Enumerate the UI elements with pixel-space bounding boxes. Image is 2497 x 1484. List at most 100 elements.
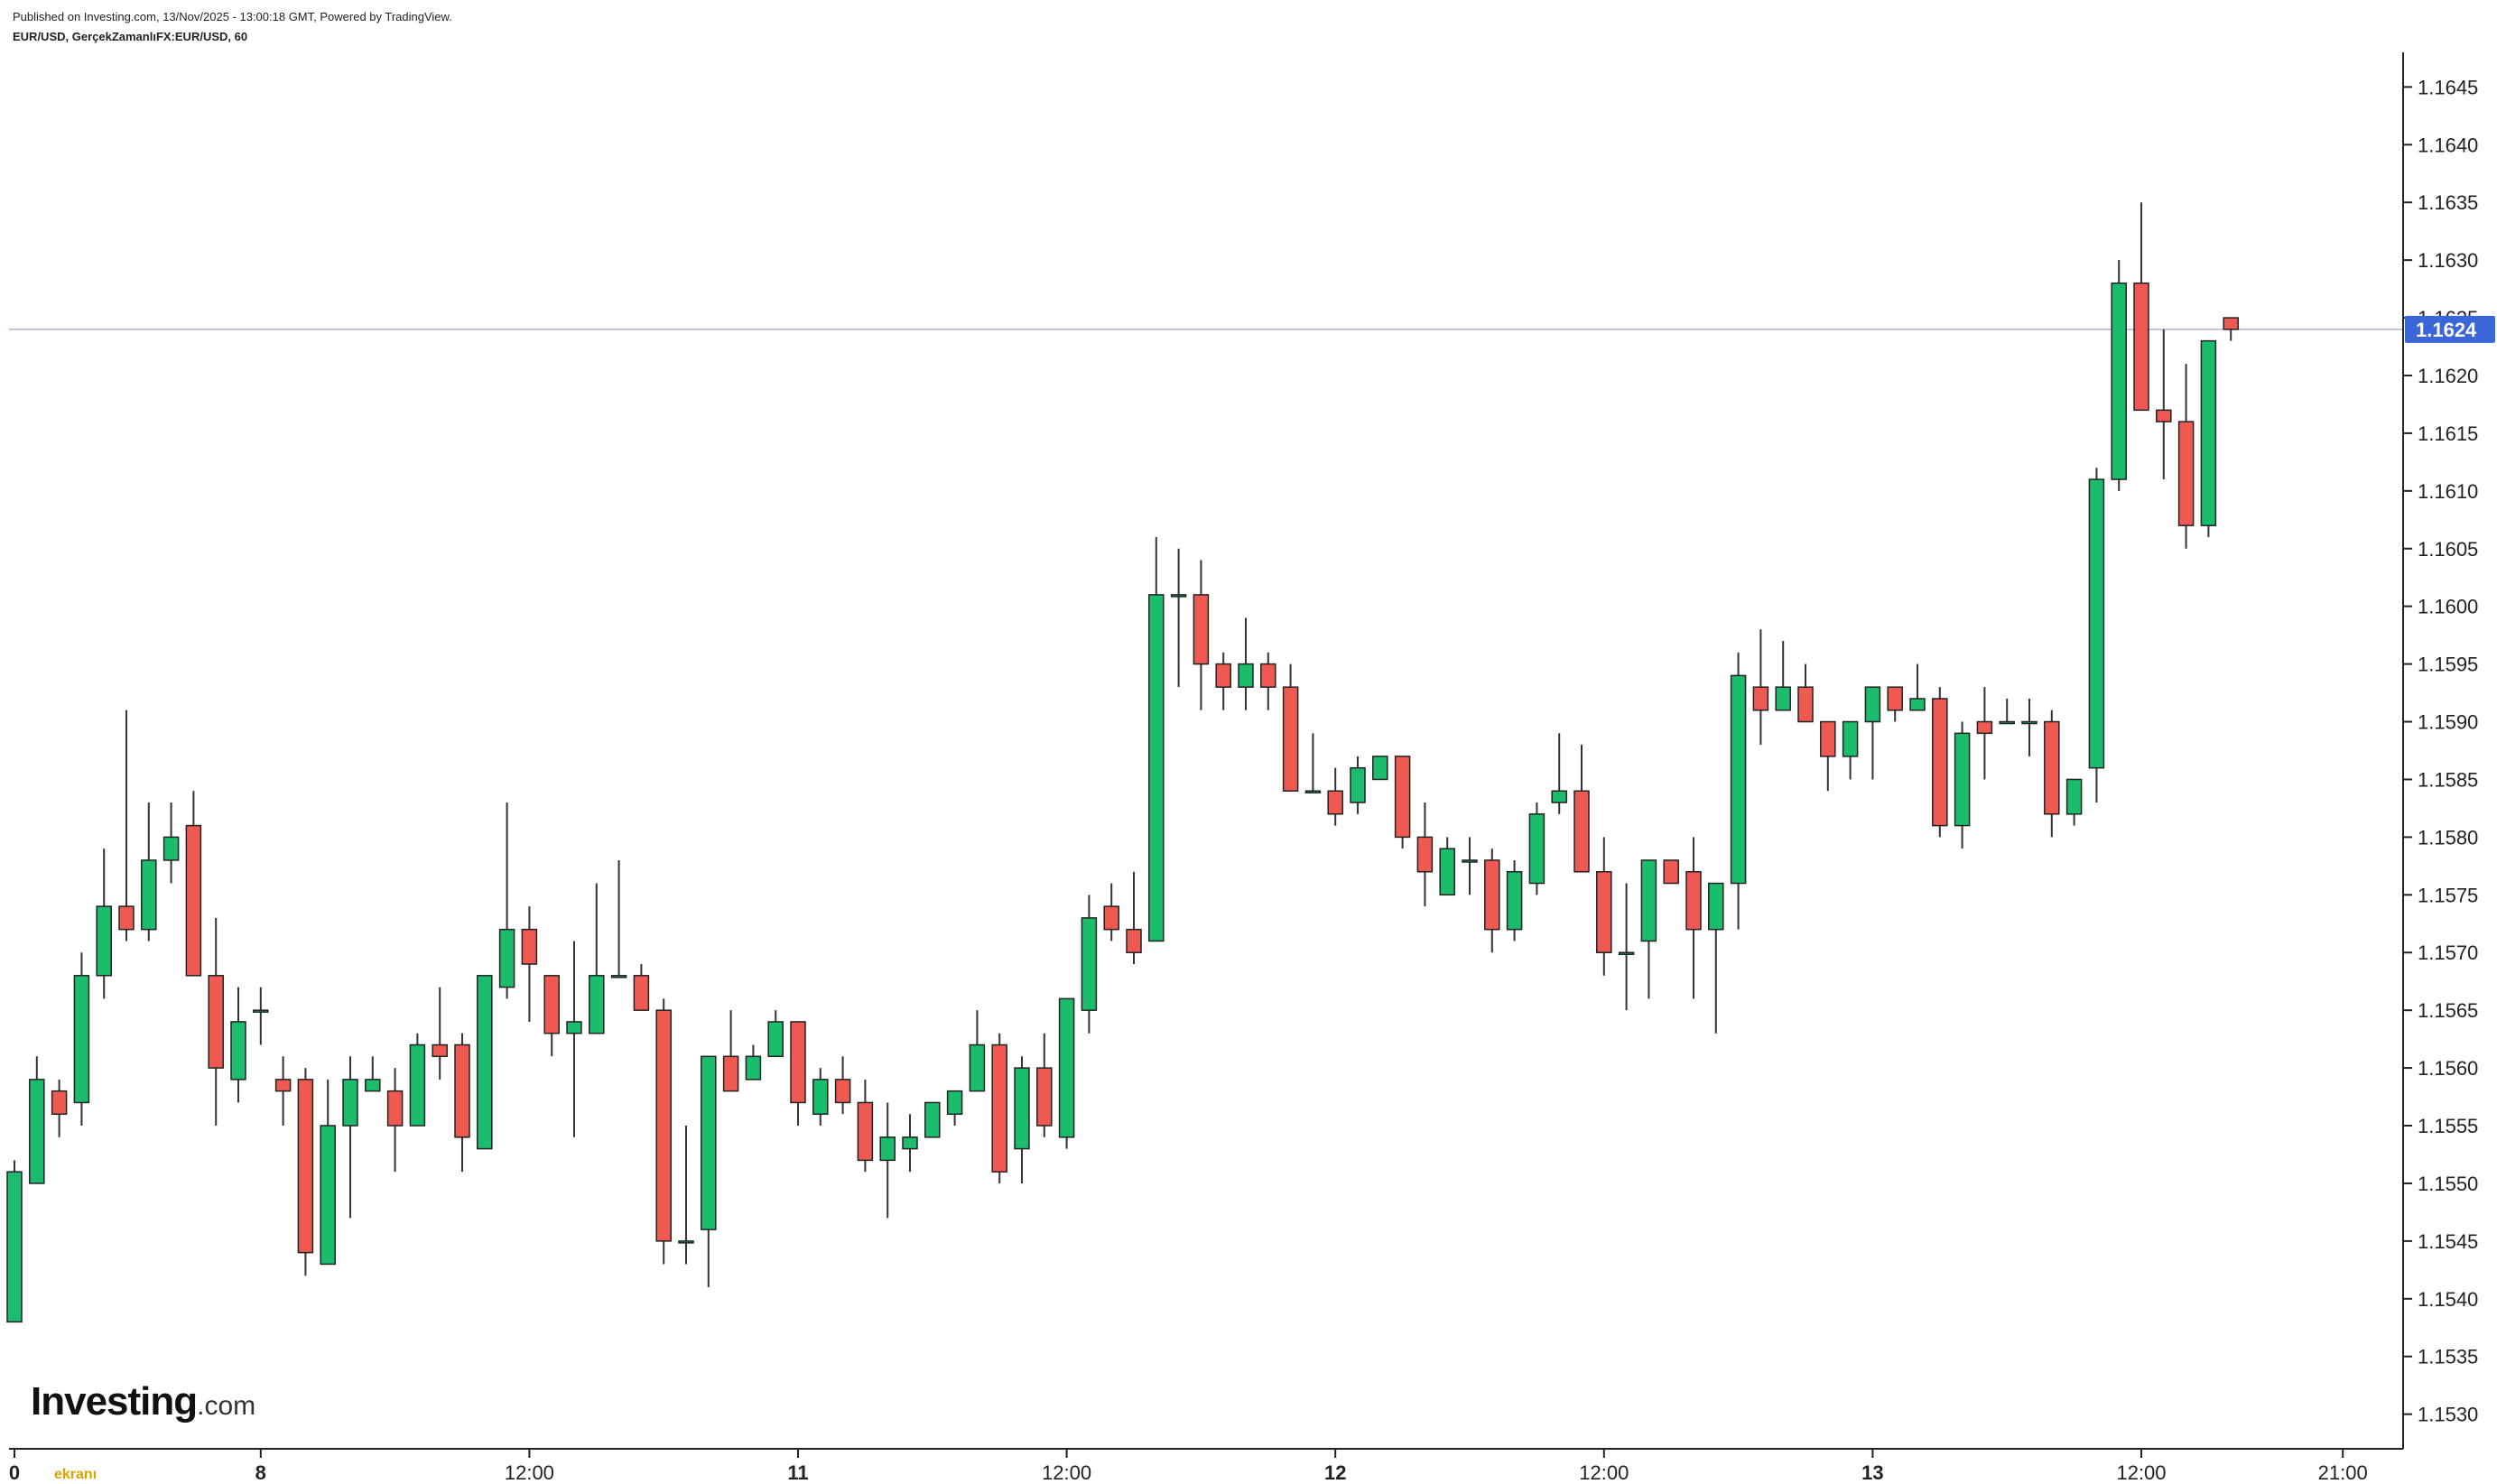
candle-body-down: [1663, 859, 1679, 885]
candle-body-up: [767, 1021, 784, 1058]
candle: [1864, 686, 1881, 780]
last-price-badge: 1.1624: [2405, 315, 2495, 343]
x-tick-label: 21:00: [2318, 1461, 2368, 1484]
candle: [1304, 733, 1322, 793]
candle-body-up: [879, 1136, 896, 1162]
candle: [51, 1079, 68, 1137]
candle: [297, 1068, 314, 1276]
candle: [1394, 756, 1411, 849]
candle: [924, 1101, 941, 1138]
candle-body-up: [73, 975, 90, 1104]
candle: [655, 998, 672, 1265]
candle: [722, 1010, 739, 1092]
candle: [969, 1010, 986, 1092]
candle-body-down: [1282, 686, 1299, 792]
y-tick-label: 1.1610: [2418, 480, 2478, 503]
candle-body-down: [521, 928, 538, 965]
y-tick-label: 1.1585: [2418, 768, 2478, 791]
candle-body-down: [432, 1043, 448, 1058]
candle: [230, 987, 246, 1103]
y-tick-label: 1.1595: [2418, 654, 2478, 676]
y-tick-label: 1.1600: [2418, 596, 2478, 618]
candle-body-down: [1797, 686, 1814, 723]
y-tick-label: 1.1560: [2418, 1057, 2478, 1080]
candle: [790, 1021, 806, 1127]
candle-body-up: [2021, 720, 2038, 725]
candle-body-down: [834, 1079, 851, 1104]
candle: [902, 1114, 918, 1173]
candle-body-up: [1999, 720, 2015, 725]
x-tick-label: 8: [255, 1461, 266, 1484]
candle: [141, 802, 157, 941]
candle: [1193, 560, 1210, 710]
y-tick-label: 1.1615: [2418, 422, 2478, 445]
candle: [1999, 698, 2015, 725]
candle: [2044, 710, 2060, 838]
candle: [1797, 663, 1814, 723]
candle-body-up: [141, 859, 157, 931]
candle: [1528, 802, 1546, 895]
y-tick-label: 1.1580: [2418, 826, 2478, 849]
y-tick-label: 1.1590: [2418, 711, 2478, 734]
candle-body-up: [1506, 870, 1523, 931]
candle: [2021, 698, 2038, 756]
x-tick-label: 13: [1861, 1461, 1883, 1484]
y-tick-label: 1.1630: [2418, 249, 2478, 272]
candle-body-down: [857, 1101, 874, 1162]
candle: [1327, 767, 1343, 826]
x-tick-label: 12:00: [505, 1461, 554, 1484]
candle-body-down: [51, 1090, 68, 1115]
candle: [1350, 756, 1366, 814]
candle: [1014, 1056, 1030, 1183]
candle: [589, 883, 605, 1034]
x-tick-label: 12:00: [2116, 1461, 2166, 1484]
candle: [2111, 260, 2127, 491]
candle-body-down: [1752, 686, 1769, 711]
candle-body-down: [2177, 421, 2195, 526]
candle: [1439, 837, 1455, 896]
candle-body-up: [6, 1171, 23, 1323]
logo-brand: Investing: [31, 1379, 198, 1424]
candle-body-down: [185, 824, 202, 977]
last-price-badge-bg: [2405, 315, 2495, 343]
watermark-text: ekranı: [54, 1467, 97, 1482]
candle: [1842, 720, 1859, 780]
candle-body-up: [902, 1136, 918, 1150]
candle-body-down: [2044, 720, 2060, 815]
candle: [1372, 756, 1388, 781]
candle: [274, 1056, 292, 1127]
candle-body-down: [1215, 663, 1231, 688]
y-tick-label: 1.1570: [2418, 941, 2478, 964]
candle: [1685, 837, 1702, 999]
candle-body-down: [1260, 663, 1276, 688]
candle: [2223, 317, 2239, 341]
candle: [320, 1079, 336, 1266]
x-tick-label: 11: [787, 1461, 808, 1484]
candle-body-up: [1081, 917, 1098, 1011]
candle-body-down: [1036, 1067, 1053, 1127]
candle: [1103, 883, 1119, 941]
candle: [678, 1126, 694, 1265]
candle: [1238, 617, 1254, 710]
candle-body-up: [1170, 594, 1187, 598]
candle: [1126, 871, 1142, 965]
candle-body-up: [2088, 478, 2105, 769]
candle-body-up: [498, 928, 515, 988]
candle-body-up: [1842, 720, 1859, 757]
logo-suffix: .com: [197, 1391, 256, 1421]
candle-body-down: [1394, 756, 1411, 839]
candle: [1416, 802, 1434, 907]
candle: [1036, 1033, 1053, 1137]
candle: [409, 1033, 426, 1127]
candle-body-down: [386, 1090, 404, 1127]
candle: [96, 849, 112, 999]
y-tick-label: 1.1645: [2418, 76, 2478, 98]
candle: [29, 1056, 45, 1184]
candle: [1170, 548, 1187, 688]
candle: [454, 1033, 470, 1173]
candle: [73, 952, 90, 1127]
candle-body-up: [2065, 778, 2083, 815]
candle-body-up: [1708, 882, 1724, 931]
candle: [1775, 641, 1791, 711]
candle-body-up: [1304, 790, 1322, 793]
